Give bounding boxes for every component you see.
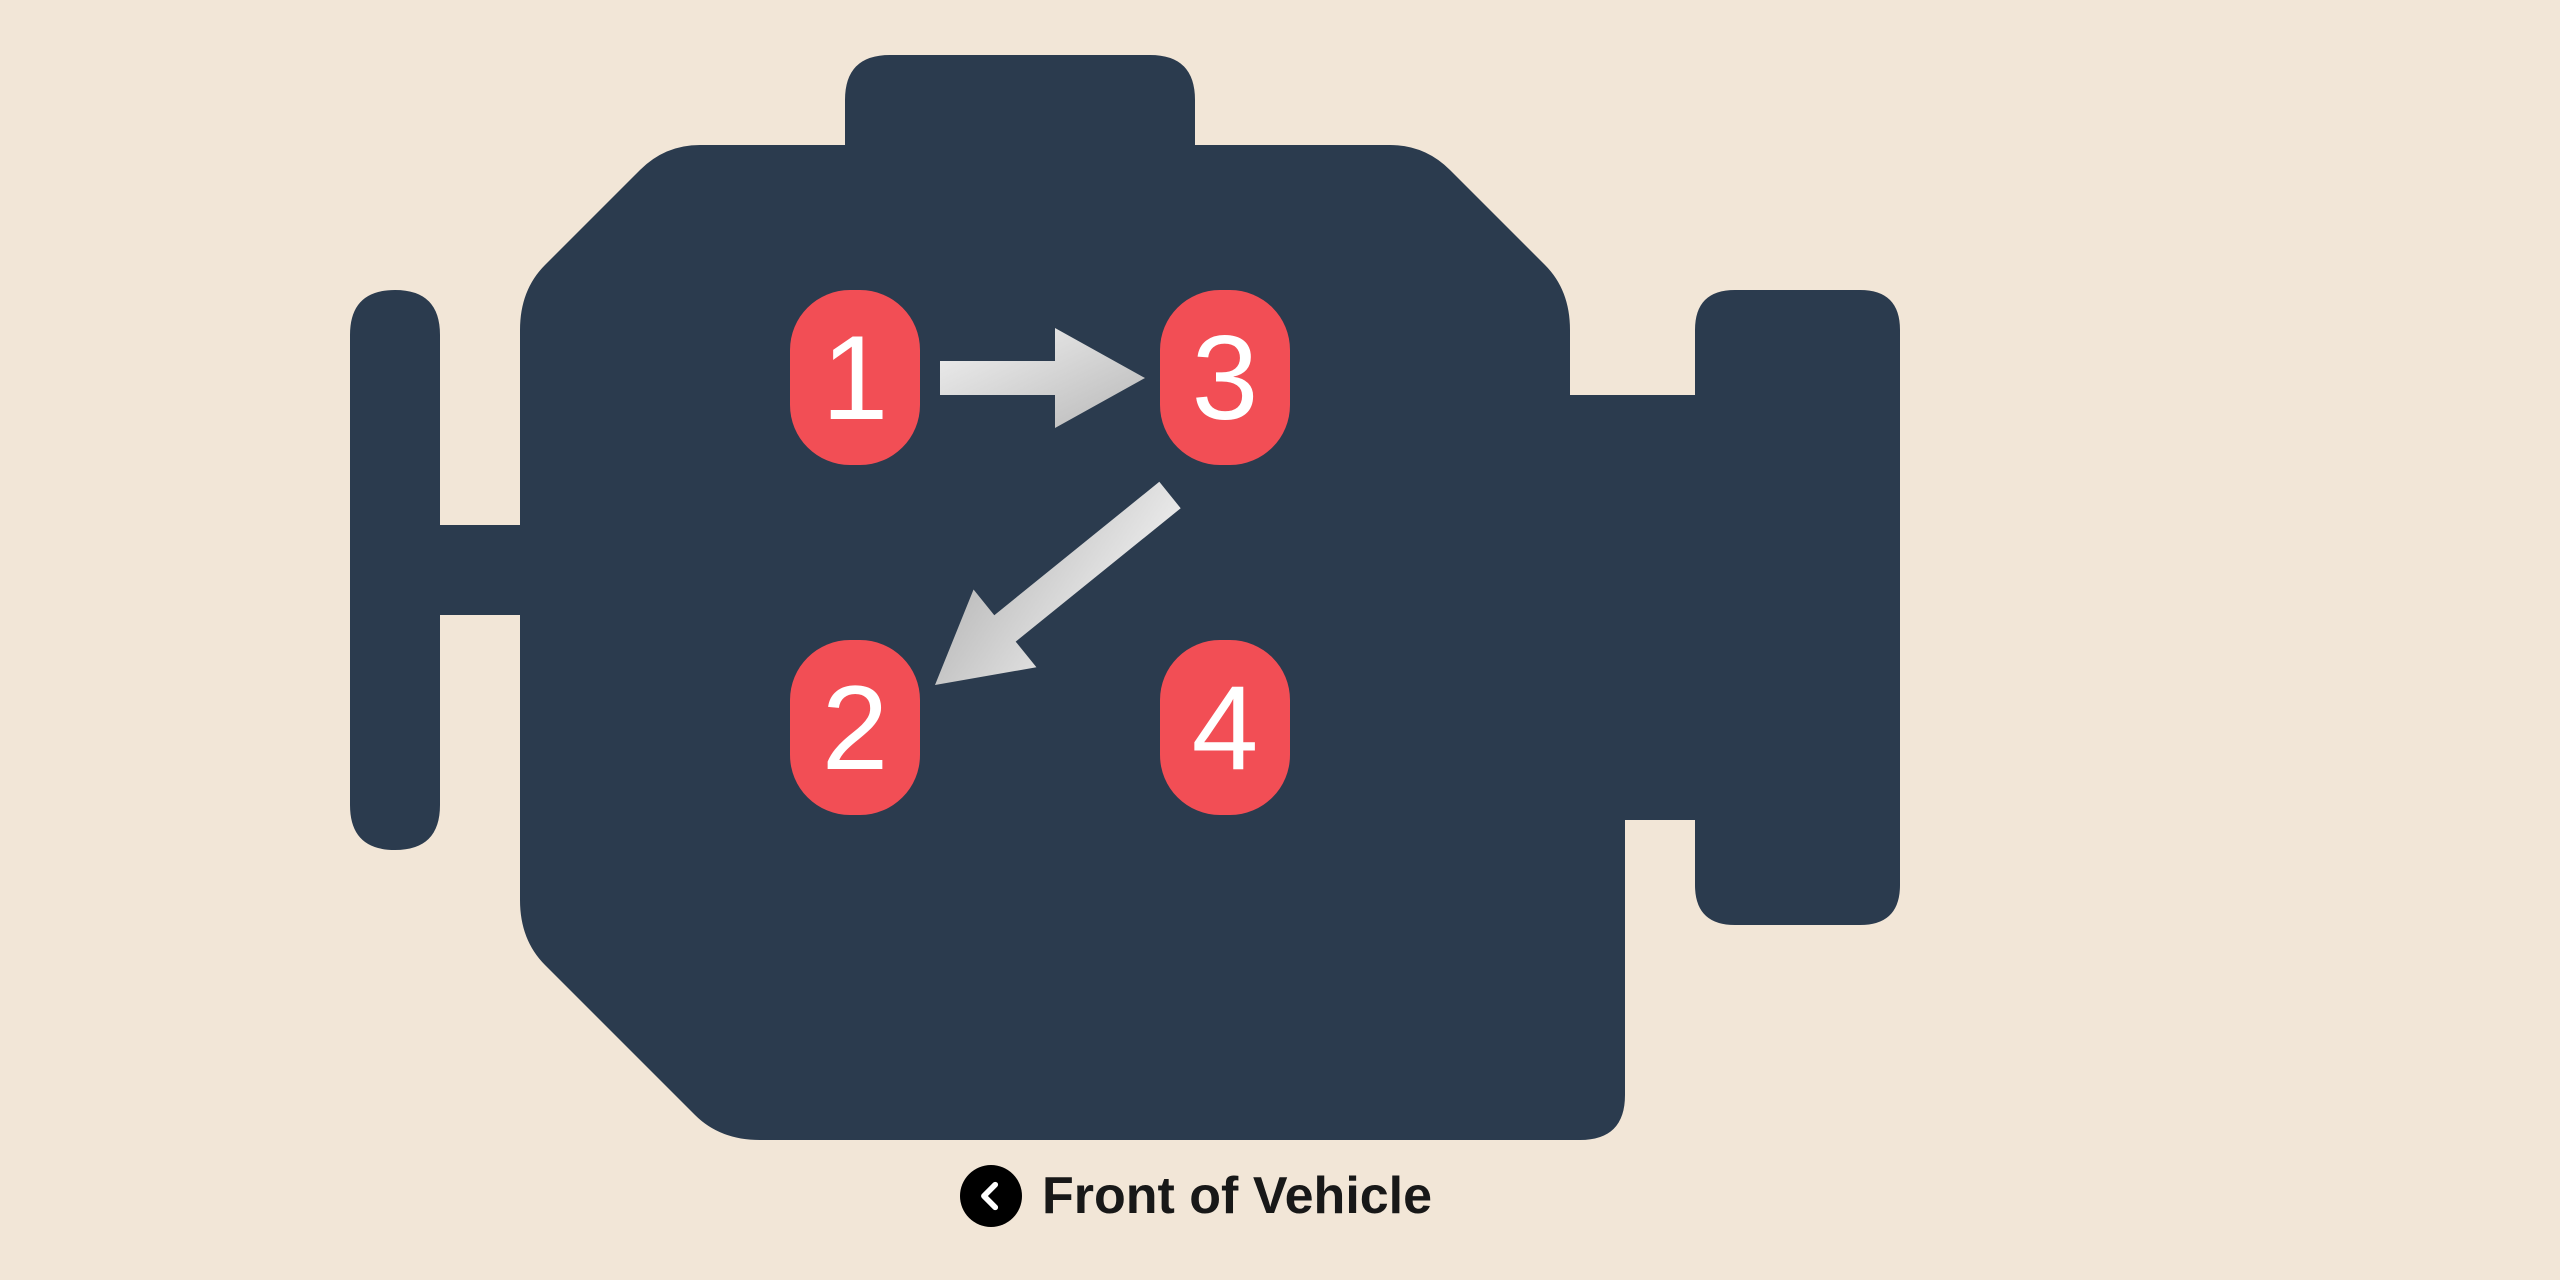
cylinder-badge-4: 4 (1160, 640, 1290, 815)
diagram-canvas: 1 3 2 4 Front of Vehicle (0, 0, 2560, 1280)
cylinder-badge-3: 3 (1160, 290, 1290, 465)
cylinder-badge-2: 2 (790, 640, 920, 815)
arrow-3-to-2 (904, 456, 1202, 724)
caption-text: Front of Vehicle (1042, 1166, 1432, 1226)
firing-order-arrows (0, 0, 2560, 1280)
cylinder-badge-1: 1 (790, 290, 920, 465)
front-of-vehicle-caption: Front of Vehicle (960, 1165, 1432, 1227)
chevron-left-icon (960, 1165, 1022, 1227)
arrow-1-to-3 (940, 328, 1145, 428)
